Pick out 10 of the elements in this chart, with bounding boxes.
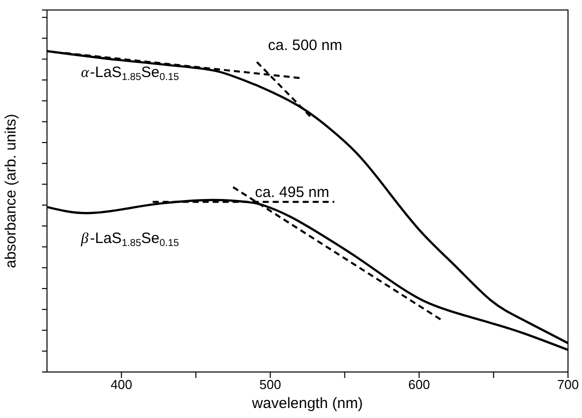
x-axis-title: wavelength (nm) (251, 395, 363, 412)
annotation: ca. 495 nm (255, 184, 330, 201)
y-axis-title: absorbance (arb. units) (2, 114, 20, 268)
legend-label: β-LaS$_{1.85}$Se$_{0.15}$ (80, 230, 180, 249)
x-tick-label: 400 (110, 377, 132, 392)
x-tick-label: 700 (557, 377, 579, 392)
annotation: ca. 500 nm (268, 37, 342, 54)
x-tick-label: 600 (408, 377, 430, 392)
x-tick-label: 500 (259, 377, 282, 392)
legend-label: α-LaS$_{1.85}$Se$_{0.15}$ (81, 64, 180, 83)
